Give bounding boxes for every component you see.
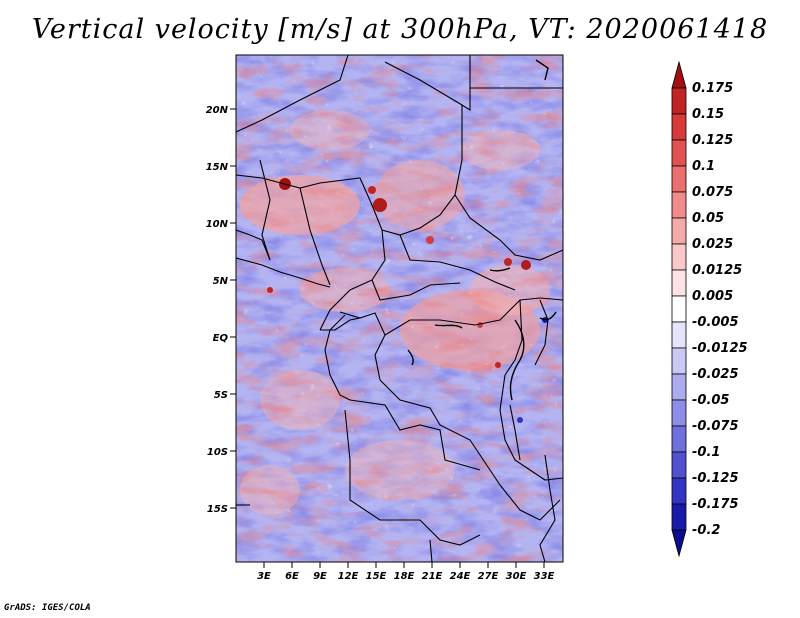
map-frame (235, 54, 564, 563)
lat-label: 5S (214, 390, 228, 401)
colorbar-label: 0.005 (692, 289, 733, 304)
colorbar-cell (671, 451, 687, 479)
lat-label: 10S (207, 447, 228, 458)
colorbar-label: 0.1 (692, 159, 715, 174)
lon-label: 9E (313, 571, 327, 582)
lon-label: 3E (257, 571, 271, 582)
latitude-labels: 20N 15N 10N 5N EQ 5S 10S 15S (206, 105, 229, 515)
colorbar-label: -0.125 (692, 471, 739, 486)
colorbar-cell (671, 217, 687, 245)
colorbar-labels: 0.175 0.15 0.125 0.1 0.075 0.05 0.025 0.0125 0.0… (692, 81, 748, 538)
lat-label: EQ (213, 333, 229, 344)
colorbar-cell (671, 295, 687, 323)
lon-label: 6E (285, 571, 299, 582)
lon-label: 27E (478, 571, 499, 582)
lon-label: 21E (422, 571, 443, 582)
colorbar-label: 0.175 (692, 81, 733, 96)
lat-label: 15N (206, 162, 229, 173)
colorbar-cell (671, 191, 687, 219)
lat-label: 5N (213, 276, 229, 287)
colorbar-label: 0.025 (692, 237, 733, 252)
map-title: Vertical velocity [m/s] at 300hPa, VT: 2… (31, 14, 769, 45)
lon-label: 12E (338, 571, 359, 582)
grads-credit: GrADS: IGES/COLA (4, 603, 91, 613)
lon-label: 15E (366, 571, 387, 582)
colorbar-cell (671, 269, 687, 297)
lon-label: 33E (534, 571, 555, 582)
colorbar-label: -0.1 (692, 445, 720, 460)
colorbar-label: -0.005 (692, 315, 739, 330)
colorbar-cell (671, 399, 687, 427)
colorbar-label: 0.15 (692, 107, 724, 122)
colorbar-cell (671, 60, 687, 89)
coastline-lakes (407, 59, 557, 401)
lon-label: 18E (394, 571, 415, 582)
lon-label: 30E (506, 571, 527, 582)
axis-ticks (230, 108, 545, 568)
colorbar-label: -0.075 (692, 419, 739, 434)
colorbar-cell (671, 243, 687, 271)
colorbar-cell (671, 347, 687, 375)
colorbar (671, 60, 687, 558)
colorbar-label: -0.175 (692, 497, 739, 512)
colorbar-label: -0.025 (692, 367, 739, 382)
colorbar-label: 0.125 (692, 133, 733, 148)
colorbar-label: -0.05 (692, 393, 729, 408)
colorbar-label: 0.05 (692, 211, 724, 226)
colorbar-label: -0.2 (692, 523, 720, 538)
colorbar-cell (671, 321, 687, 349)
colorbar-cell (671, 373, 687, 401)
colorbar-label: 0.075 (692, 185, 733, 200)
longitude-labels: 3E 6E 9E 12E 15E 18E 21E 24E 27E 30E 33E (257, 571, 554, 582)
political-borders (236, 55, 563, 562)
colorbar-label: 0.0125 (692, 263, 742, 278)
lat-label: 15S (207, 504, 228, 515)
colorbar-cell (671, 113, 687, 141)
lat-label: 10N (206, 219, 229, 230)
lat-label: 20N (206, 105, 229, 116)
colorbar-label: -0.0125 (692, 341, 748, 356)
colorbar-cell (671, 477, 687, 505)
colorbar-cell (671, 165, 687, 193)
lon-label: 24E (450, 571, 471, 582)
colorbar-cell (671, 87, 687, 115)
colorbar-cell (671, 139, 687, 167)
colorbar-cell (671, 425, 687, 453)
velocity-field (236, 55, 563, 562)
colorbar-cell (671, 529, 687, 558)
colorbar-cell (671, 503, 687, 531)
